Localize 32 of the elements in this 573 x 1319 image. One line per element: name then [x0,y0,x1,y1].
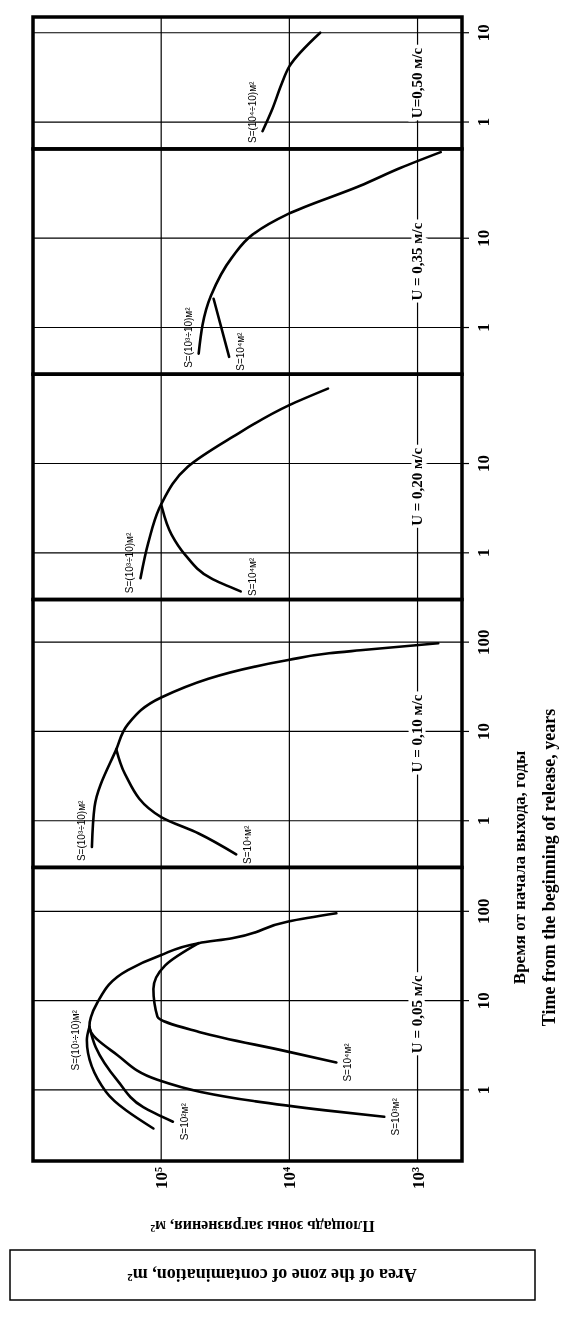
text: S=10⁴м² [342,1042,354,1082]
text: U=0,50 м/с [409,47,425,119]
x-axis-title: Площадь зоны загрязнения, м² [150,1217,375,1235]
text: S=(10³÷10)м² [124,532,136,594]
y-axis-title: Время от начала выхода, годы [510,750,529,985]
text: S=(10³÷10)м² [75,799,87,862]
y-tick-label: 1 [474,816,493,825]
y-tick-label: 10 [474,229,493,247]
x-tick-label: 10⁵ [152,1167,172,1190]
x-tick-label: 10⁴ [280,1167,300,1190]
text: U = 0,05 м/с [409,974,425,1054]
text: S=10⁴м² [242,825,254,864]
text: S=10³м² [390,1097,402,1136]
y-tick-label: 1 [474,323,493,332]
x-tick-label: 10³ [408,1167,428,1190]
text: Area of the zone of contamination, m² [127,1265,417,1285]
y-tick-label: 1 [474,1085,493,1095]
y-tick-label: 100 [474,629,493,655]
y-tick-label: 10 [474,722,493,740]
y-tick-label: 10 [474,455,493,473]
y-tick-label: 10 [474,992,493,1010]
y-tick-label: 1 [474,548,493,558]
text: S=(10¹÷10)м² [69,1009,81,1071]
y-tick-label: 1 [474,117,493,127]
y-tick-label: 10 [474,24,493,42]
text: S=10⁴м² [235,331,247,371]
y-tick-label: 100 [474,898,493,925]
text: S=(10⁴÷10)м² [246,80,258,144]
text: S=10²м² [178,1102,190,1141]
text: S=10⁴м² [246,557,258,596]
text: Time from the beginning of release, years [539,708,559,1027]
text: S=(10³÷10)м² [182,306,194,368]
